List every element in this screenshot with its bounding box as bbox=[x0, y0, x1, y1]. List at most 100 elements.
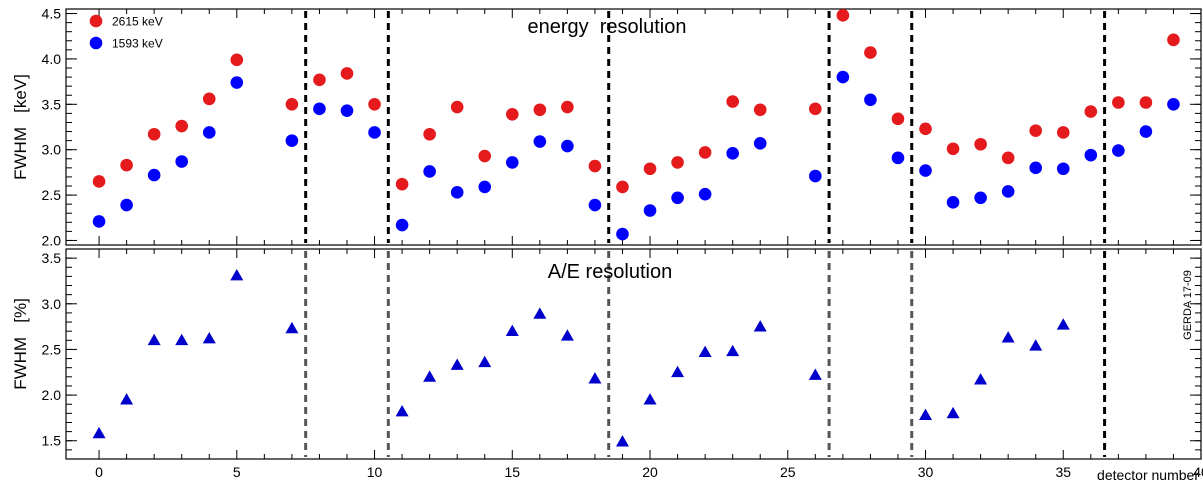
y-tick-label: 3.0 bbox=[42, 296, 62, 312]
point-2615kev bbox=[588, 159, 602, 173]
point-1593kev bbox=[450, 186, 464, 199]
energy-resolution-panel: 2.0 2.5 3.0 3.5 4.0 4.5 energy resolution FWHM … bbox=[11, 6, 1202, 248]
y-tick-label: 3.5 bbox=[42, 96, 62, 112]
point-2615kev bbox=[974, 137, 987, 151]
point-2615kev bbox=[450, 100, 464, 114]
point-2615kev bbox=[836, 9, 850, 22]
x-tick-label: 10 bbox=[367, 464, 383, 480]
point-2615kev bbox=[92, 175, 106, 188]
x-tick-label: 0 bbox=[95, 464, 103, 480]
point-1593kev bbox=[1001, 185, 1015, 198]
point-2615kev bbox=[340, 67, 354, 80]
ae-resolution-point bbox=[1029, 339, 1043, 351]
point-1593kev bbox=[340, 104, 354, 117]
ae-resolution-point bbox=[974, 373, 988, 385]
point-2615kev bbox=[313, 73, 326, 87]
point-1593kev bbox=[974, 191, 987, 205]
ae-resolution-panel: 0 5 10 15 20 25 30 35 40 1.5 2.0 2.5 3.0 3.5 A/E resol… bbox=[11, 248, 1203, 483]
plot-frame bbox=[65, 8, 1202, 246]
point-2615kev bbox=[478, 149, 492, 163]
point-2615kev bbox=[147, 127, 161, 141]
ae-resolution-point bbox=[946, 406, 960, 419]
ae-resolution-point bbox=[450, 358, 464, 370]
point-1593kev bbox=[1112, 144, 1125, 157]
point-1593kev bbox=[120, 198, 133, 212]
ae-resolution-point bbox=[147, 333, 161, 346]
x-tick-label: 30 bbox=[918, 464, 934, 480]
point-2615kev bbox=[698, 146, 712, 159]
point-1593kev bbox=[505, 156, 519, 169]
point-1593kev bbox=[1167, 98, 1180, 111]
ae-resolution-point bbox=[202, 331, 216, 344]
x-tick-label: 40 bbox=[1193, 464, 1203, 480]
point-1593kev bbox=[698, 187, 712, 201]
y-tick-label: 2.0 bbox=[42, 232, 62, 248]
x-tick-label: 35 bbox=[1055, 464, 1071, 480]
ae-resolution-point bbox=[919, 408, 933, 421]
point-2615kev bbox=[1084, 105, 1098, 118]
point-1593kev bbox=[864, 93, 877, 107]
point-2615kev bbox=[561, 100, 574, 114]
point-1593kev bbox=[753, 137, 767, 150]
y-tick-label: 4.5 bbox=[42, 6, 62, 22]
ae-resolution-point bbox=[478, 355, 492, 368]
ae-resolution-point bbox=[505, 324, 519, 337]
ae-resolution-point bbox=[643, 393, 657, 405]
watermark-label: GERDA 17-09 bbox=[1182, 270, 1194, 340]
point-1593kev bbox=[919, 164, 932, 177]
ae-resolution-point bbox=[698, 345, 712, 358]
point-1593kev bbox=[313, 102, 326, 116]
ae-resolution-point bbox=[423, 370, 437, 382]
legend-label: 2615 keV bbox=[112, 15, 163, 29]
point-2615kev bbox=[533, 103, 547, 117]
point-1593kev bbox=[643, 204, 657, 217]
point-1593kev bbox=[1084, 148, 1098, 162]
point-1593kev bbox=[478, 180, 492, 194]
point-1593kev bbox=[561, 139, 574, 153]
point-1593kev bbox=[836, 70, 850, 84]
y-tick-label: 3.5 bbox=[42, 250, 62, 266]
point-2615kev bbox=[1112, 96, 1125, 109]
ae-resolution-point bbox=[753, 320, 767, 332]
point-2615kev bbox=[395, 177, 409, 191]
y-tick-label: 2.5 bbox=[42, 187, 62, 203]
point-2615kev bbox=[423, 127, 436, 141]
point-1593kev bbox=[202, 126, 216, 139]
point-1593kev bbox=[1056, 162, 1070, 176]
y-axis-label: FWHM [%] bbox=[11, 298, 30, 390]
point-1593kev bbox=[588, 198, 602, 212]
y-tick-label: 2.5 bbox=[42, 341, 62, 357]
point-1593kev bbox=[175, 155, 189, 168]
point-1593kev bbox=[395, 218, 409, 232]
x-tick-label: 20 bbox=[642, 464, 658, 480]
ae-resolution-point bbox=[615, 435, 629, 447]
x-tick-label: 25 bbox=[780, 464, 796, 480]
point-1593kev bbox=[671, 191, 684, 205]
ae-resolution-point bbox=[560, 329, 574, 341]
point-2615kev bbox=[919, 122, 932, 136]
x-tick-label: 5 bbox=[233, 464, 241, 480]
ae-resolution-point bbox=[395, 405, 409, 417]
point-2615kev bbox=[643, 162, 657, 176]
x-tick-label: 15 bbox=[504, 464, 520, 480]
ae-resolution-point bbox=[671, 365, 685, 378]
point-1593kev bbox=[533, 135, 547, 148]
panel-title: energy resolution bbox=[528, 16, 687, 38]
point-2615kev bbox=[1001, 151, 1015, 165]
ae-resolution-point bbox=[726, 344, 740, 357]
point-2615kev bbox=[368, 98, 381, 111]
ae-resolution-point bbox=[92, 426, 106, 439]
point-2615kev bbox=[726, 95, 739, 108]
point-2615kev bbox=[1056, 126, 1070, 139]
point-2615kev bbox=[616, 180, 629, 194]
point-1593kev bbox=[285, 134, 299, 147]
ae-resolution-point bbox=[230, 268, 244, 281]
point-2615kev bbox=[202, 92, 216, 106]
point-2615kev bbox=[671, 156, 684, 169]
point-2615kev bbox=[1029, 124, 1043, 137]
panel-title: A/E resolution bbox=[548, 261, 673, 283]
point-2615kev bbox=[946, 142, 960, 156]
point-1593kev bbox=[147, 168, 161, 182]
